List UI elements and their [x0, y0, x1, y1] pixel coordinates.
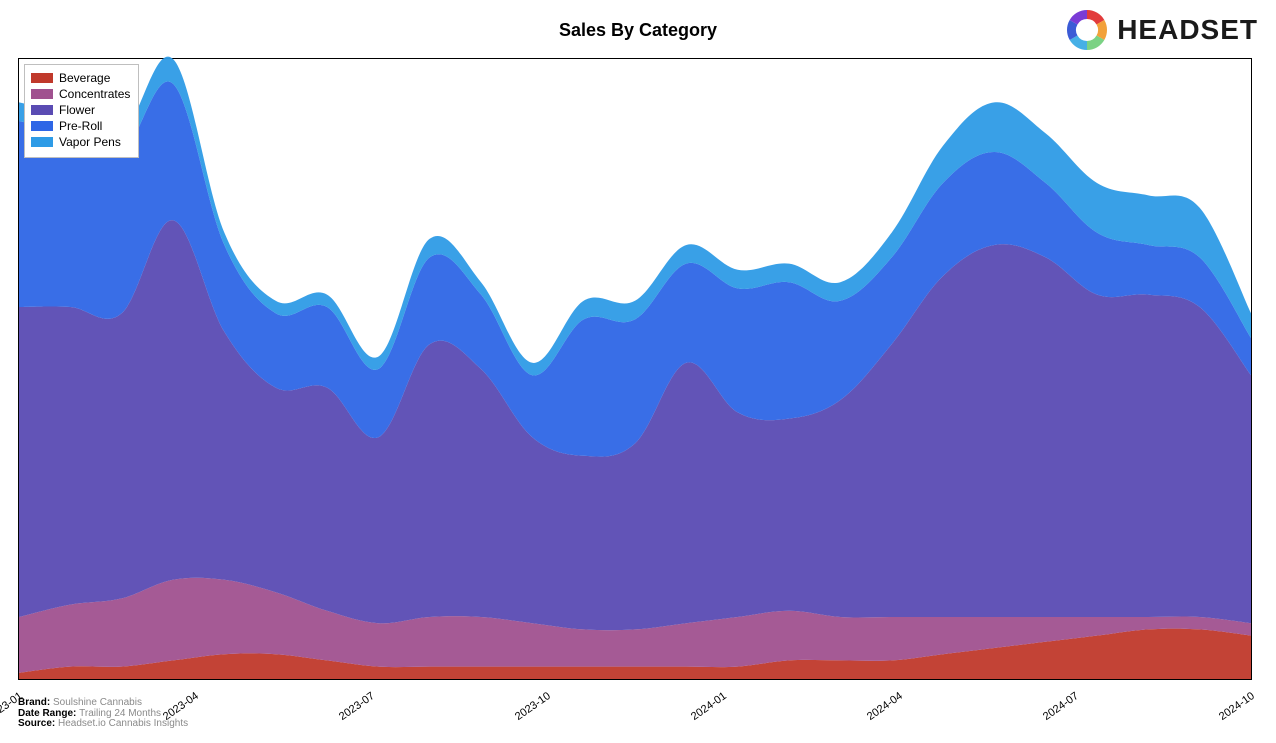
footer-line: Source: Headset.io Cannabis Insights — [18, 719, 188, 730]
chart-footer: Brand: Soulshine CannabisDate Range: Tra… — [18, 698, 188, 730]
x-tick-label: 2024-10 — [1217, 690, 1257, 723]
footer-value: Soulshine Cannabis — [53, 697, 142, 708]
chart-container: Sales By Category HEADSET BeverageConcen… — [0, 0, 1276, 743]
x-tick-label: 2023-07 — [337, 690, 377, 723]
footer-label: Date Range: — [18, 708, 79, 719]
x-axis-labels: 2023-012023-042023-072023-102024-012024-… — [0, 0, 1276, 743]
footer-value: Trailing 24 Months — [79, 708, 161, 719]
x-tick-label: 2024-07 — [1041, 690, 1081, 723]
footer-label: Brand: — [18, 697, 53, 708]
x-tick-label: 2024-04 — [865, 690, 905, 723]
x-tick-label: 2023-10 — [513, 690, 553, 723]
footer-label: Source: — [18, 718, 58, 729]
footer-value: Headset.io Cannabis Insights — [58, 718, 188, 729]
x-tick-label: 2024-01 — [689, 690, 729, 723]
